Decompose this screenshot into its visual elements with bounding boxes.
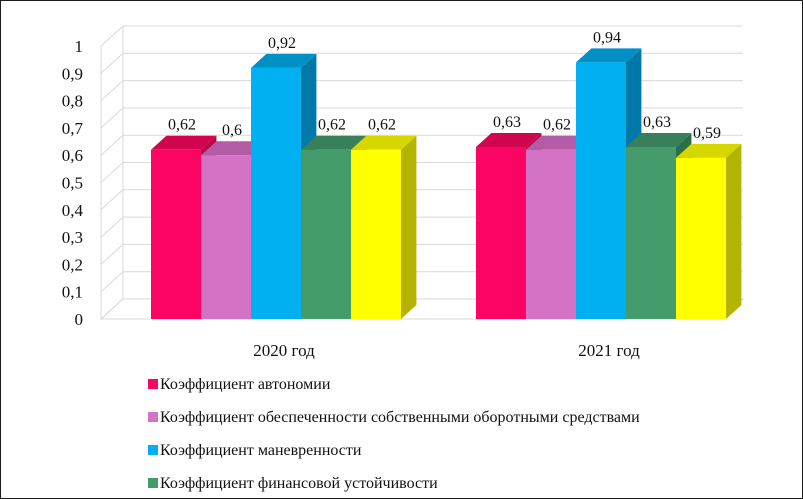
y-tick-label: 0,9 (62, 64, 83, 83)
x-tick-label: 2020 год (253, 341, 315, 360)
data-label: 0,94 (593, 29, 621, 46)
y-tick-label: 0,4 (62, 201, 84, 220)
data-label: 0,62 (168, 117, 196, 134)
gridline-depth (100, 52, 124, 74)
legend: Коэффициент автономии Коэффициент обеспеч… (148, 376, 640, 492)
data-label: 0,6 (222, 122, 242, 139)
axis-layer: 0 0,1 0,2 0,3 0,4 0,5 0,6 0,7 0,8 0,9 1 2020 год 202… (62, 37, 640, 360)
legend-swatch (148, 379, 158, 389)
y-tick-label: 0,3 (62, 228, 83, 247)
y-tick-label: 0,7 (62, 119, 84, 138)
bars-layer (151, 48, 742, 320)
data-label: 0,92 (268, 35, 296, 52)
bar (676, 143, 742, 319)
gridline-depth (100, 80, 124, 101)
legend-label: Коэффициент маневренности (160, 442, 362, 459)
legend-swatch (148, 445, 158, 455)
x-tick-label: 2021 год (578, 341, 640, 360)
gridline-depth (100, 216, 124, 238)
legend-item: Коэффициент финансовой устойчивости (148, 475, 438, 492)
legend-label: Коэффициент автономии (160, 376, 331, 393)
legend-label: Коэффициент обеспеченности собственными … (160, 409, 640, 426)
gridline-depth (100, 107, 124, 129)
data-label: 0,59 (693, 125, 721, 142)
legend-label: Коэффициент финансовой устойчивости (160, 475, 438, 492)
gridline-depth (100, 271, 124, 293)
legend-swatch (148, 478, 158, 488)
data-label: 0,63 (643, 114, 671, 131)
data-label: 0,62 (543, 117, 571, 134)
data-label: 0,63 (493, 114, 521, 131)
value-labels-layer: 0,62 0,6 0,92 0,62 0,62 0,63 0,62 0,94 0,63 0,59 (168, 29, 721, 142)
y-tick-label: 0,8 (62, 92, 83, 111)
y-tick-label: 1 (75, 37, 84, 56)
legend-item: Коэффициент маневренности (148, 442, 362, 459)
data-label: 0,62 (318, 117, 346, 134)
gridline-depth (100, 244, 124, 265)
y-tick-label: 0,6 (62, 146, 83, 165)
gridline-depth (100, 189, 124, 211)
legend-item: Коэффициент обеспеченности собственными … (148, 409, 640, 426)
y-tick-label: 0 (75, 310, 84, 329)
y-tick-label: 0,1 (62, 283, 83, 302)
gridline-depth (100, 162, 124, 183)
legend-swatch (148, 412, 158, 422)
data-label: 0,62 (368, 117, 396, 134)
y-tick-label: 0,2 (62, 255, 83, 274)
bar (351, 135, 417, 319)
gridline-depth (100, 25, 124, 47)
legend-item: Коэффициент автономии (148, 376, 331, 393)
gridline-depth (100, 134, 124, 156)
y-tick-label: 0,5 (62, 174, 83, 193)
